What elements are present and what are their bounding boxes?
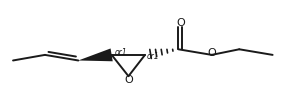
Text: O: O xyxy=(207,48,216,58)
Text: or1: or1 xyxy=(146,52,159,60)
Text: or1: or1 xyxy=(115,48,127,57)
Text: O: O xyxy=(124,75,133,85)
Text: O: O xyxy=(176,18,185,28)
Polygon shape xyxy=(78,48,113,61)
